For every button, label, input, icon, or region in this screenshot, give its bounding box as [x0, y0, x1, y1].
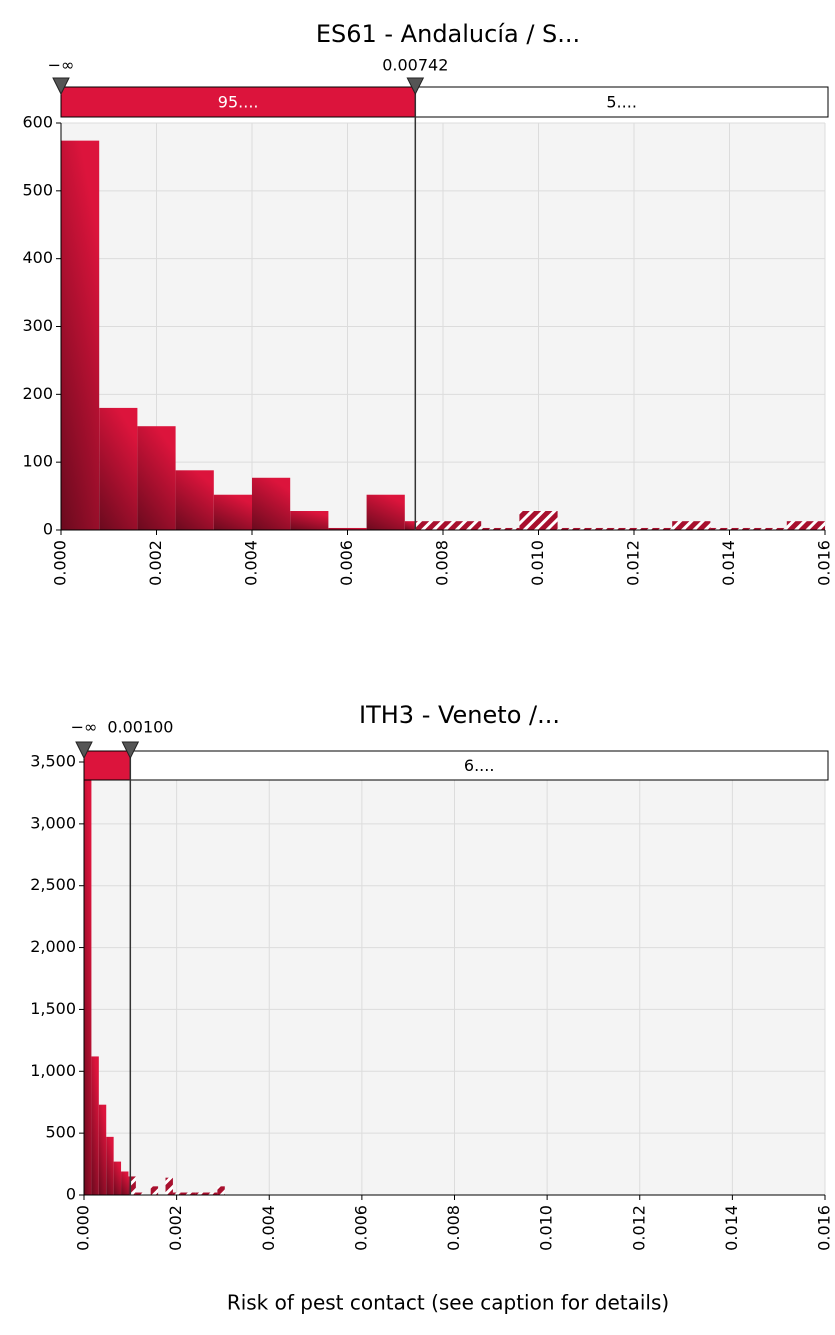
x-tick-label: 0.008 [433, 540, 452, 586]
bar-hatched [202, 1192, 210, 1195]
y-tick-label: 2,000 [30, 937, 76, 956]
x-tick-label: 0.000 [74, 1205, 93, 1251]
segment-selected [60, 86, 416, 118]
y-tick-label: 400 [22, 248, 53, 267]
chart-title: ITH3 - Veneto /... [359, 701, 560, 729]
bar [121, 1171, 129, 1195]
lower-bound-label: −∞ [71, 718, 98, 737]
bar [175, 470, 214, 530]
x-tick-label: 0.000 [51, 540, 70, 586]
bar-hatched [786, 521, 825, 530]
bar [106, 1136, 114, 1195]
bar [328, 527, 367, 530]
bar-hatched [180, 1192, 188, 1195]
bar-hatched [443, 521, 482, 530]
x-tick-label: 0.014 [722, 1205, 741, 1251]
bar [91, 1056, 99, 1195]
y-tick-label: 0 [43, 520, 53, 539]
y-tick-label: 3,500 [30, 752, 76, 771]
x-tick-label: 0.002 [146, 540, 165, 586]
y-tick-label: 300 [22, 316, 53, 335]
bar-hatched [634, 527, 673, 530]
lower-handle [52, 77, 70, 96]
bar-hatched [415, 521, 443, 530]
bar [98, 1104, 107, 1195]
y-tick-label: 1,000 [30, 1061, 76, 1080]
y-tick-label: 600 [22, 113, 53, 132]
x-tick-label: 0.006 [337, 540, 356, 586]
y-tick-label: 0 [66, 1185, 76, 1204]
bar [213, 494, 252, 530]
threshold-label: 0.00742 [382, 56, 448, 75]
y-tick-label: 3,000 [30, 813, 76, 832]
bar [128, 1176, 131, 1195]
x-tick-label: 0.012 [629, 1205, 648, 1251]
bar [252, 477, 291, 530]
bar [290, 511, 329, 530]
y-tick-label: 500 [45, 1123, 76, 1142]
bar-hatched [195, 1192, 203, 1195]
segment-selected [83, 750, 131, 781]
bar-hatched [710, 527, 749, 530]
bar-hatched [209, 1192, 218, 1195]
bar-hatched [481, 527, 520, 530]
y-tick-label: 200 [22, 384, 53, 403]
x-tick-label: 0.006 [351, 1205, 370, 1251]
bar-hatched [217, 1186, 225, 1195]
bar-hatched [165, 1177, 173, 1195]
bar-hatched [135, 1192, 144, 1195]
x-tick-label: 0.014 [719, 540, 738, 586]
x-tick-label: 0.008 [444, 1205, 463, 1251]
bar-hatched [130, 1176, 136, 1195]
segment-rest [129, 750, 829, 781]
bar-hatched [172, 1192, 181, 1195]
bar [404, 521, 416, 530]
threshold-label: 0.00100 [107, 718, 173, 737]
bar-hatched [150, 1186, 159, 1195]
bar-hatched [595, 527, 634, 530]
x-tick-label: 0.016 [815, 540, 834, 586]
segment-label: 5.... [606, 93, 637, 112]
bar [113, 1161, 122, 1195]
lower-handle [75, 741, 93, 760]
bar [99, 407, 138, 530]
segment-label: 95.... [218, 93, 259, 112]
bar-hatched [519, 511, 558, 530]
bar-hatched [672, 521, 711, 530]
bar [61, 140, 100, 531]
bar-hatched [557, 527, 596, 530]
bar [84, 774, 92, 1195]
lower-bound-label: −∞ [48, 56, 75, 75]
x-tick-label: 0.002 [166, 1205, 185, 1251]
segment-label: 6.... [464, 756, 495, 775]
y-tick-label: 100 [22, 452, 53, 471]
x-tick-label: 0.012 [624, 540, 643, 586]
bar-hatched [187, 1192, 196, 1195]
threshold-handle [406, 77, 425, 96]
x-axis-label: Risk of pest contact (see caption for de… [227, 1291, 669, 1315]
chart-title: ES61 - Andalucía / S... [316, 20, 580, 48]
x-tick-label: 0.004 [242, 540, 261, 586]
y-tick-label: 1,500 [30, 999, 76, 1018]
threshold-handle [121, 741, 140, 760]
x-tick-label: 0.016 [815, 1205, 834, 1251]
y-tick-label: 2,500 [30, 875, 76, 894]
bar [366, 494, 405, 530]
bar [137, 426, 176, 530]
x-tick-label: 0.010 [537, 1205, 556, 1251]
y-tick-label: 500 [22, 180, 53, 199]
bar-hatched [748, 527, 787, 530]
x-tick-label: 0.004 [259, 1205, 278, 1251]
x-tick-label: 0.010 [528, 540, 547, 586]
